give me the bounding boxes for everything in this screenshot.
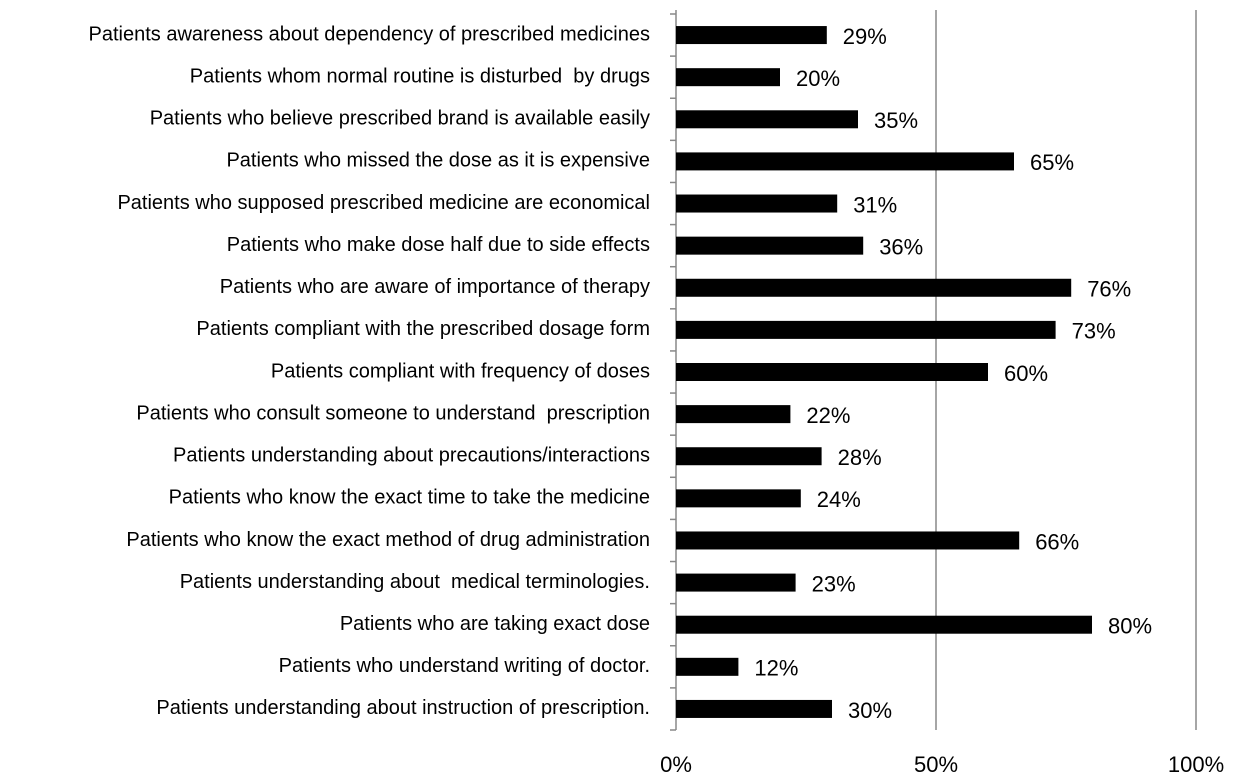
bar [676,405,791,424]
y-tick-label: Patients understanding about instruction… [156,697,650,719]
y-tick-label: Patients understanding about medical ter… [180,571,650,593]
value-label: 76% [1087,277,1131,302]
value-label: 35% [874,108,918,133]
value-label: 65% [1030,150,1074,175]
y-tick-label: Patients who missed the dose as it is ex… [226,150,650,172]
bar [676,236,864,255]
bar [676,110,858,129]
bar [676,573,796,592]
value-label: 66% [1035,529,1079,554]
y-tick-label: Patients who know the exact time to take… [169,487,650,509]
x-tick-label: 50% [914,752,958,776]
bar [676,26,827,45]
bar [676,447,822,466]
bar [676,363,988,381]
y-tick-label: Patients who understand writing of docto… [279,655,650,677]
bar [676,531,1020,550]
y-tick-label: Patients who are taking exact dose [340,613,650,635]
value-label: 24% [817,487,861,512]
value-label: 22% [806,403,850,428]
bar [676,489,801,508]
value-label: 36% [879,234,923,259]
bar [676,68,780,87]
value-label: 20% [796,66,840,91]
bar [676,615,1092,634]
y-tick-label: Patients who believe prescribed brand is… [150,108,650,130]
value-label: 23% [812,571,856,596]
bar [676,657,739,676]
x-tick-label: 100% [1168,752,1224,776]
value-label: 30% [848,698,892,723]
value-label: 12% [754,656,798,681]
y-tick-label: Patients compliant with the prescribed d… [196,318,650,340]
bar [676,278,1072,297]
bar [676,152,1014,171]
value-label: 73% [1072,319,1116,344]
value-label: 60% [1004,361,1048,386]
y-tick-label: Patients understanding about precautions… [173,445,650,467]
y-tick-label: Patients who are aware of importance of … [220,276,650,298]
value-label: 80% [1108,614,1152,639]
y-tick-label: Patients who consult someone to understa… [136,402,650,424]
y-tick-label: Patients whom normal routine is disturbe… [190,65,650,87]
value-label: 29% [843,24,887,49]
x-tick-label: 0% [660,752,692,776]
bar [676,320,1056,339]
y-tick-label: Patients who know the exact method of dr… [126,529,650,551]
y-tick-label: Patients awareness about dependency of p… [89,23,650,45]
y-tick-label: Patients compliant with frequency of dos… [271,360,650,382]
y-tick-label: Patients who supposed prescribed medicin… [117,192,650,214]
bar [676,699,832,718]
y-tick-label: Patients who make dose half due to side … [227,234,650,256]
value-label: 28% [838,445,882,470]
bar [676,194,838,213]
value-label: 31% [853,192,897,217]
